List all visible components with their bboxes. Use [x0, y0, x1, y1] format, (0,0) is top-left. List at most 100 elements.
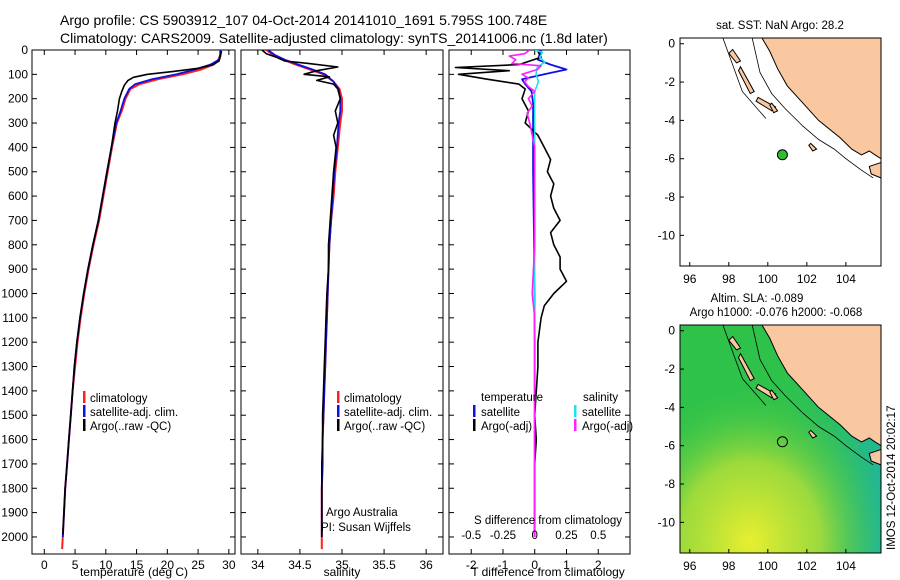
- series-line-t-satellite: [521, 50, 568, 537]
- difference-legend: temperature salinity satellite Argo(-adj…: [473, 392, 633, 433]
- depth-contour: [722, 38, 767, 119]
- header-title-line1: Argo profile: CS 5903912_107 04-Oct-2014…: [60, 12, 547, 28]
- depth-contour: [751, 325, 874, 466]
- depth-contour: [722, 325, 767, 406]
- temperature-panel: 0 5 10 15 20 25 300100200300400500600700800900…: [1, 43, 236, 579]
- series-line-climatology: [61, 50, 222, 550]
- y-tick-label: 1200: [1, 335, 28, 349]
- map-x-tick-label: 100: [758, 272, 778, 286]
- legend-swatch-climatology: [83, 391, 86, 403]
- x-tick-label: 34.5: [288, 558, 312, 572]
- series-line-satellite-adj-clim-: [267, 50, 342, 537]
- x-tick-label: 0: [41, 558, 48, 572]
- sla-map-frame: [679, 324, 882, 554]
- y-tick-label: 700: [8, 213, 28, 227]
- legend-label-t-argo: Argo(-adj): [481, 421, 532, 433]
- map-y-tick-label: -2: [664, 362, 675, 376]
- legend-label-s-satellite: satellite: [582, 407, 621, 419]
- y-tick-label: 1900: [1, 506, 28, 520]
- island: [808, 429, 818, 439]
- map-y-tick-label: 0: [668, 324, 675, 338]
- legend-label-climatology: climatology: [90, 393, 148, 405]
- salinity-plot-frame: [240, 49, 444, 555]
- map-y-tick-label: -6: [664, 152, 675, 166]
- legend-swatch-argo: [337, 419, 340, 431]
- series-line-argo-raw-qc-: [261, 50, 342, 537]
- legend-title-salinity: salinity: [583, 392, 618, 404]
- x-tick-label: 36: [419, 558, 433, 572]
- legend-label-climatology: climatology: [344, 393, 402, 405]
- x-tick-label: 0: [531, 558, 538, 572]
- x-tick-label: 15: [130, 558, 144, 572]
- difference-plot-frame: [448, 49, 631, 555]
- series-line-climatology: [265, 50, 343, 550]
- x-tick-label: 2: [595, 558, 602, 572]
- y-tick-label: 200: [8, 92, 28, 106]
- map-y-tick-label: -4: [664, 400, 675, 414]
- map-x-tick-label: 104: [836, 559, 856, 573]
- imos-credit: IMOS 12-Oct-2014 20:02:17: [886, 406, 898, 550]
- x-tick-label: 30: [222, 558, 236, 572]
- x-tick-label: 35.5: [372, 558, 396, 572]
- island: [737, 65, 755, 95]
- salinity-panel: 34 34.5 35 35.5 36 climatology satellite-adj…: [240, 49, 444, 579]
- y-tick-label: 600: [8, 189, 28, 203]
- depth-contour: [751, 38, 874, 179]
- y-tick-label: 1300: [1, 360, 28, 374]
- legend-swatch-t-argo: [473, 419, 476, 431]
- x-tick-label: 5: [72, 558, 79, 572]
- temperature-legend: climatology satellite-adj. clim. Argo(..…: [83, 391, 178, 433]
- legend-swatch-t-satellite: [473, 405, 476, 417]
- series-line-s-argo-adj-: [508, 50, 542, 537]
- island: [737, 352, 755, 382]
- temperature-x-axis-label: temperature (deg C): [80, 565, 188, 579]
- salinity-legend: climatology satellite-adj. clim. Argo(..…: [337, 391, 432, 433]
- x-tick-label: 20: [161, 558, 175, 572]
- map-y-tick-label: 0: [668, 37, 675, 51]
- s-diff-tick-label: -0.5: [461, 530, 481, 542]
- difference-panel: -2 -1 0 1 2 temperature salinity satellite A…: [448, 49, 633, 579]
- legend-swatch-s-satellite: [574, 405, 577, 417]
- y-tick-label: 1800: [1, 481, 28, 495]
- sst-map-panel: sat. SST: NaN Argo: 28.2 96 98 100 102 104 0 -…: [658, 20, 882, 286]
- map-y-tick-label: -10: [658, 228, 676, 242]
- land-sumatra: [761, 38, 881, 160]
- map-y-tick-label: -8: [664, 190, 675, 204]
- legend-label-argo: Argo(..raw -QC): [90, 421, 171, 433]
- map-x-tick-label: 98: [722, 559, 736, 573]
- x-tick-label: 10: [99, 558, 113, 572]
- legend-label-s-argo: Argo(-adj): [582, 421, 633, 433]
- y-tick-label: 500: [8, 165, 28, 179]
- legend-swatch-satellite: [83, 405, 86, 417]
- y-tick-label: 1400: [1, 384, 28, 398]
- argo-position-marker: [776, 436, 788, 448]
- map-y-tick-label: -10: [658, 515, 676, 529]
- map-x-tick-label: 96: [683, 272, 697, 286]
- x-tick-label: 34: [251, 558, 265, 572]
- island: [728, 48, 742, 64]
- x-tick-label: -2: [466, 558, 477, 572]
- island: [769, 389, 779, 401]
- land-java: [868, 161, 881, 179]
- land-java: [868, 448, 881, 466]
- x-tick-label: 25: [191, 558, 205, 572]
- sla-map-title-line1: Altim. SLA: -0.089: [711, 293, 804, 305]
- s-diff-tick-label: 0.5: [590, 530, 606, 542]
- sst-map-frame: [679, 37, 882, 267]
- temperature-plot-frame: [31, 49, 236, 555]
- series-line-satellite-adj-clim-: [61, 50, 222, 538]
- s-diff-tick-label: 0: [532, 530, 538, 542]
- s-diff-tick-label: -0.25: [490, 530, 516, 542]
- y-tick-label: 1100: [2, 311, 28, 325]
- map-x-tick-label: 104: [836, 272, 856, 286]
- series-line-argo-raw-qc-: [62, 50, 223, 535]
- legend-label-argo: Argo(..raw -QC): [344, 421, 425, 433]
- sla-map-panel: Altim. SLA: -0.089 Argo h1000: -0.076 h2…: [658, 293, 882, 573]
- map-y-tick-label: -2: [664, 75, 675, 89]
- y-tick-label: 300: [8, 116, 28, 130]
- annotation-pi-name: PI: Susan Wijffels: [321, 522, 411, 534]
- legend-title-temperature: temperature: [481, 392, 543, 404]
- map-x-tick-label: 102: [797, 272, 817, 286]
- map-x-tick-label: 102: [797, 559, 817, 573]
- s-diff-tick-label: 0.25: [555, 530, 577, 542]
